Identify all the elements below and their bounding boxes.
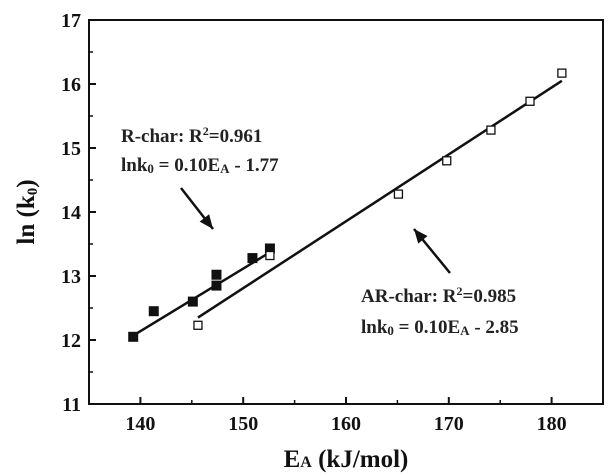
plot-frame — [88, 19, 604, 405]
y-tick-label: 17 — [61, 10, 81, 32]
y-tick-label: 12 — [61, 330, 81, 352]
filled-square-point — [187, 296, 198, 307]
open-square-point — [193, 320, 203, 330]
x-axis-ticks: 140 150 160 170 180 — [88, 397, 604, 435]
annotation-arrows — [180, 187, 451, 274]
x-axis-title: EA (kJ/mol) — [284, 446, 409, 473]
axis-titles: EA (kJ/mol) ln (k0) — [13, 179, 408, 473]
open-square-point — [525, 96, 535, 106]
annotations: R-char: R2=0.961 lnk0 = 0.10EA - 1.77 AR-c… — [121, 124, 519, 338]
fit-line-series-2 — [197, 79, 563, 319]
y-tick-label: 15 — [61, 138, 81, 160]
plot-area-border — [88, 19, 604, 405]
x-tick-label: 150 — [228, 413, 258, 435]
y-tick-label: 16 — [61, 74, 81, 96]
y-tick-label: 13 — [61, 266, 81, 288]
y-tick-label: 11 — [62, 394, 81, 416]
x-tick-label: 160 — [331, 413, 361, 435]
open-square-point — [265, 250, 275, 261]
annotation-2-line-1: AR-char: R2=0.985 — [361, 284, 516, 307]
x-tick-label: 180 — [537, 413, 567, 435]
filled-square-point — [247, 253, 258, 264]
fit-lines — [132, 79, 563, 337]
open-square-point — [393, 189, 404, 199]
annotation-1-line-1: R-char: R2=0.961 — [121, 124, 262, 147]
open-square-point — [486, 125, 496, 135]
open-square-point — [557, 68, 567, 78]
annotation-2-line-2: lnk0 = 0.10EA - 2.85 — [361, 317, 519, 338]
filled-square-point — [148, 306, 159, 317]
y-axis-ticks: 11 12 13 14 15 16 17 — [61, 10, 96, 416]
x-tick-label: 170 — [434, 413, 464, 435]
open-square-point — [442, 156, 452, 166]
fit-line-series-1 — [132, 251, 271, 337]
filled-square-point — [211, 269, 222, 280]
filled-square-point — [211, 280, 222, 291]
x-tick-label: 140 — [125, 413, 155, 435]
ar-char-arrow-head — [414, 229, 428, 244]
annotation-1-line-2: lnk0 = 0.10EA - 1.77 — [121, 155, 279, 176]
y-tick-label: 14 — [61, 202, 81, 224]
data-points — [128, 68, 567, 342]
filled-square-point — [128, 331, 139, 342]
r-char-arrow-head — [199, 214, 213, 229]
y-axis-title: ln (k0) — [13, 179, 41, 244]
